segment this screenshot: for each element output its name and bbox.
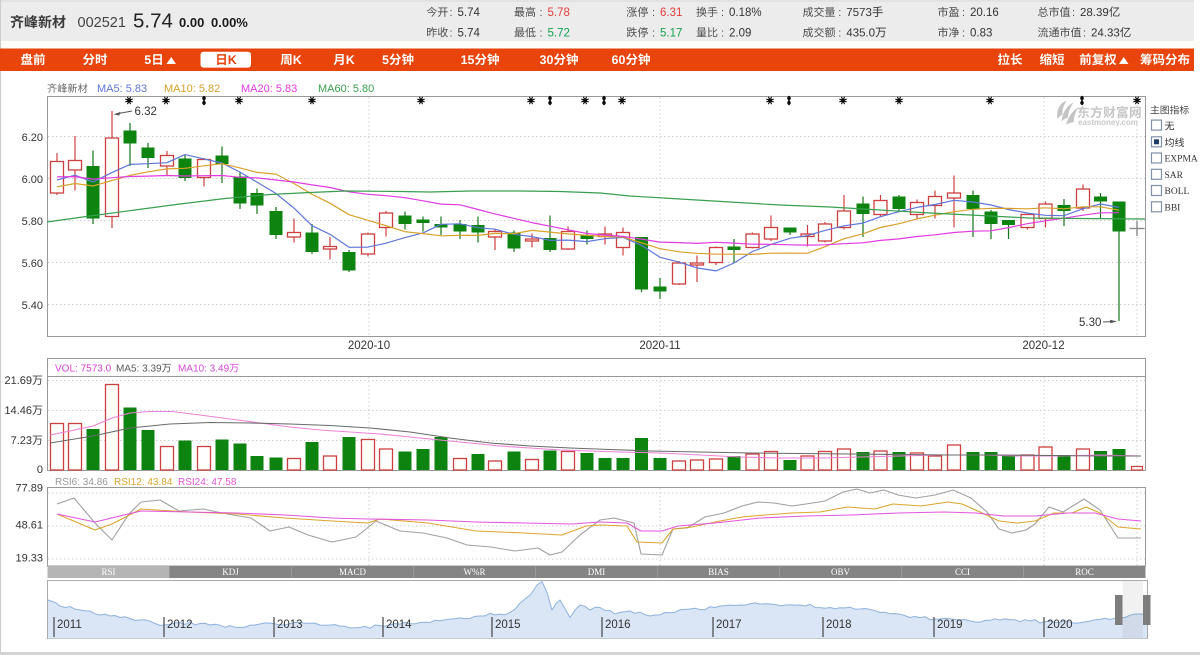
svg-text:KDJ: KDJ: [222, 567, 239, 577]
svg-text:2014: 2014: [386, 619, 412, 631]
svg-text:BIAS: BIAS: [708, 567, 729, 577]
svg-text:2012: 2012: [167, 619, 193, 631]
svg-text:BOLL: BOLL: [1165, 187, 1190, 197]
svg-text:BBI: BBI: [1165, 204, 1181, 214]
svg-text:5.74: 5.74: [458, 7, 481, 19]
svg-text:RSI6: 34.86: RSI6: 34.86: [55, 477, 108, 488]
svg-text:0.00: 0.00: [179, 15, 204, 30]
svg-text:2020-11: 2020-11: [639, 340, 680, 352]
svg-text:48.61: 48.61: [15, 520, 43, 532]
svg-text:VOL: 7573.0: VOL: 7573.0: [55, 364, 112, 375]
svg-text:6.32: 6.32: [135, 106, 157, 118]
svg-text:2015: 2015: [495, 619, 521, 631]
svg-text:2017: 2017: [716, 619, 742, 631]
svg-text::: :: [1083, 27, 1086, 39]
svg-text:2020-12: 2020-12: [1022, 340, 1064, 352]
svg-text::: :: [962, 7, 965, 19]
svg-text::: :: [450, 27, 453, 39]
svg-text::: :: [721, 7, 724, 19]
svg-text:5.72: 5.72: [548, 27, 570, 39]
svg-text:DMI: DMI: [588, 567, 606, 577]
svg-text:2016: 2016: [605, 619, 631, 631]
svg-text:2018: 2018: [826, 619, 852, 631]
svg-text::: :: [1072, 7, 1075, 19]
svg-text:2011: 2011: [57, 619, 82, 631]
svg-text:0.83: 0.83: [970, 27, 992, 39]
svg-text:MACD: MACD: [339, 567, 367, 577]
svg-text:2019: 2019: [937, 619, 963, 631]
svg-text::: :: [962, 27, 965, 39]
svg-text:77.89: 77.89: [15, 483, 43, 495]
svg-text::: :: [540, 7, 543, 19]
svg-text:5.60: 5.60: [22, 258, 43, 270]
svg-text:19.33: 19.33: [15, 553, 43, 565]
svg-text:2020: 2020: [1047, 619, 1073, 631]
svg-text::: :: [838, 27, 841, 39]
svg-text:5.78: 5.78: [548, 7, 570, 19]
svg-text:6.20: 6.20: [22, 132, 43, 144]
svg-text:5.74: 5.74: [133, 10, 173, 33]
svg-text:002521: 002521: [78, 15, 126, 31]
svg-text:5.80: 5.80: [22, 216, 43, 228]
svg-text:RSI24: 47.58: RSI24: 47.58: [178, 477, 237, 488]
svg-text:W%R: W%R: [464, 567, 486, 577]
svg-text::: :: [540, 27, 543, 39]
svg-text::: :: [652, 7, 655, 19]
svg-text::: :: [652, 27, 655, 39]
svg-text:SAR: SAR: [1165, 171, 1184, 181]
svg-text:0.18%: 0.18%: [729, 7, 762, 19]
svg-text:0: 0: [37, 464, 43, 476]
svg-text:2.09: 2.09: [729, 27, 751, 39]
svg-text:RSI12: 43.84: RSI12: 43.84: [114, 477, 173, 488]
svg-text:EXPMA: EXPMA: [1165, 155, 1198, 165]
svg-text:MA5: 5.83: MA5: 5.83: [97, 83, 147, 95]
svg-text:5.40: 5.40: [22, 300, 43, 312]
svg-text::: :: [721, 27, 724, 39]
svg-text:MA60: 5.80: MA60: 5.80: [318, 83, 374, 95]
svg-text:5.17: 5.17: [660, 27, 682, 39]
svg-text:CCI: CCI: [955, 567, 970, 577]
svg-text::: :: [838, 7, 841, 19]
svg-text::: :: [450, 7, 453, 19]
svg-text:6.31: 6.31: [660, 7, 682, 19]
svg-text:2020-10: 2020-10: [348, 340, 390, 352]
svg-text:6.00: 6.00: [22, 174, 43, 186]
svg-text:0.00%: 0.00%: [211, 15, 248, 30]
svg-text:MA10: 5.82: MA10: 5.82: [164, 83, 220, 95]
svg-text:MA20: 5.83: MA20: 5.83: [241, 83, 297, 95]
svg-text:ROC: ROC: [1075, 567, 1094, 577]
svg-text:OBV: OBV: [831, 567, 851, 577]
svg-text:5.74: 5.74: [458, 27, 481, 39]
svg-text:eastmoney.com: eastmoney.com: [1078, 118, 1138, 127]
svg-text:RSI: RSI: [101, 567, 115, 577]
svg-text:20.16: 20.16: [970, 7, 999, 19]
svg-text:2013: 2013: [277, 619, 303, 631]
svg-text:5.30: 5.30: [1079, 317, 1101, 329]
